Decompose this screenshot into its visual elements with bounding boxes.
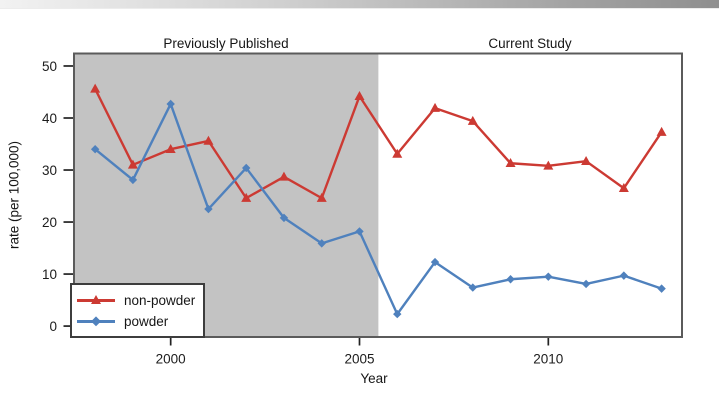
marker-powder xyxy=(657,284,666,293)
marker-powder xyxy=(279,213,289,223)
window-edge-bar xyxy=(0,0,719,9)
region-title-current-study: Current Study xyxy=(488,36,572,51)
series-line-non-powder xyxy=(93,87,663,200)
marker-non-powder xyxy=(316,192,327,202)
marker-non-powder xyxy=(354,90,365,100)
marker-non-powder xyxy=(203,135,214,145)
series-line-powder xyxy=(93,102,663,316)
plot-border xyxy=(73,52,683,338)
marker-powder xyxy=(204,204,213,214)
marker-powder xyxy=(619,271,629,280)
marker-powder xyxy=(355,227,364,236)
legend-item-non-powder: non-powder xyxy=(77,291,203,309)
marker-powder xyxy=(393,309,402,319)
legend-item-powder: powder xyxy=(77,312,203,330)
marker-non-powder xyxy=(505,158,516,168)
marker-non-powder xyxy=(241,192,252,202)
marker-powder xyxy=(506,275,515,284)
y-tick-label: 30 xyxy=(42,163,57,178)
legend-label-non-powder: non-powder xyxy=(124,292,196,308)
marker-non-powder xyxy=(392,148,403,158)
x-tick-label: 2000 xyxy=(156,352,186,367)
x-axis-label: Year xyxy=(360,371,388,386)
region-title-previously-published: Previously Published xyxy=(163,36,289,51)
y-tick-label: 50 xyxy=(42,59,57,74)
marker-non-powder xyxy=(430,102,441,112)
marker-powder xyxy=(90,145,100,154)
marker-powder xyxy=(468,283,477,292)
marker-powder xyxy=(430,257,440,267)
marker-powder xyxy=(166,99,175,109)
marker-powder xyxy=(128,175,138,185)
y-axis-label: rate (per 100,000) xyxy=(6,140,22,250)
marker-powder xyxy=(317,239,326,248)
y-tick-label: 10 xyxy=(42,267,57,282)
marker-non-powder xyxy=(467,115,478,125)
marker-powder xyxy=(544,272,553,281)
marker-powder xyxy=(581,279,591,289)
diamond-marker-icon xyxy=(91,316,101,326)
y-tick-label: 20 xyxy=(42,215,57,230)
x-tick-label: 2010 xyxy=(533,352,563,367)
non-powder-triangle-icon xyxy=(77,294,115,306)
marker-non-powder xyxy=(618,183,629,193)
marker-powder xyxy=(242,163,251,173)
marker-non-powder xyxy=(543,160,554,170)
marker-non-powder xyxy=(90,83,101,93)
marker-non-powder xyxy=(656,126,667,136)
legend: non-powder powder xyxy=(70,283,205,338)
powder-diamond-icon xyxy=(77,315,115,327)
y-tick-label: 40 xyxy=(42,111,57,126)
legend-label-powder: powder xyxy=(124,313,169,329)
marker-non-powder xyxy=(165,144,176,154)
triangle-marker-icon xyxy=(91,295,101,304)
marker-non-powder xyxy=(127,159,138,169)
y-tick-label: 0 xyxy=(49,319,57,334)
marker-non-powder xyxy=(581,155,592,165)
marker-non-powder xyxy=(278,171,289,181)
x-tick-label: 2005 xyxy=(344,352,374,367)
